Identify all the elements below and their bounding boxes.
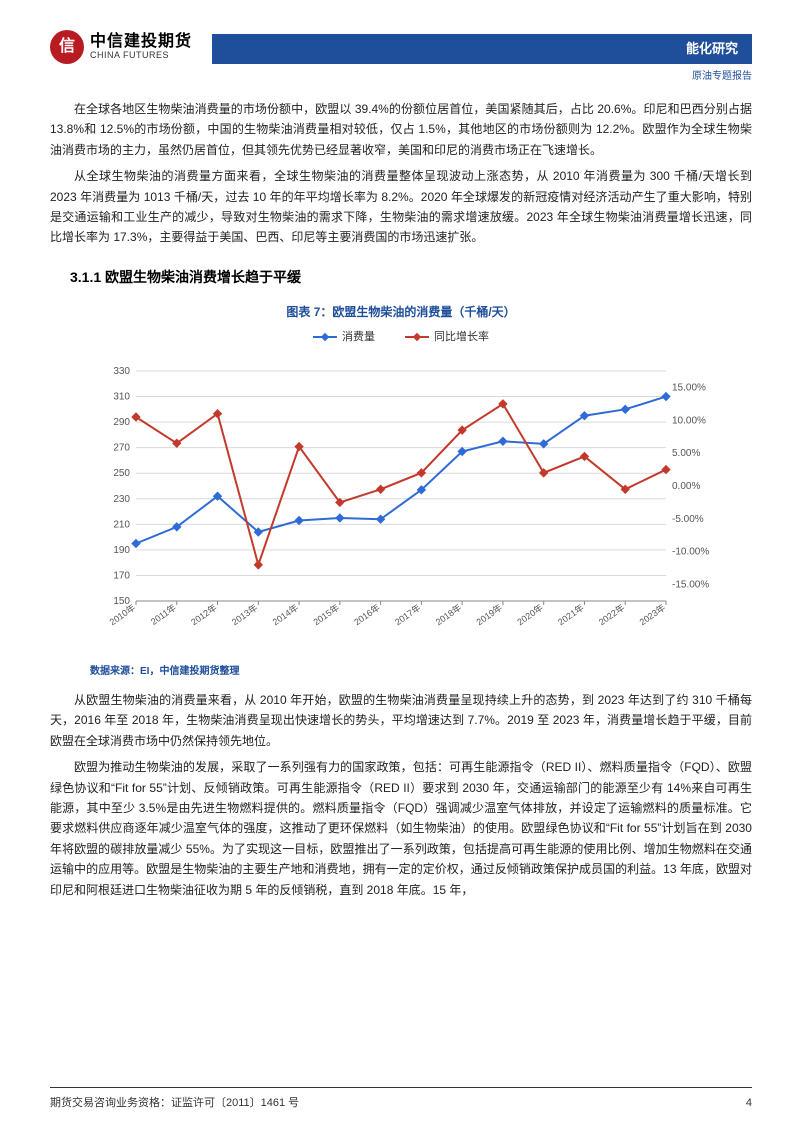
chart-title: 图表 7：欧盟生物柴油的消费量（千桶/天） [50,302,752,322]
svg-text:2017年: 2017年 [392,601,422,627]
svg-text:210: 210 [113,519,130,530]
svg-text:2022年: 2022年 [596,601,626,627]
chart-container: 消费量 同比增长率 150170190210230250270290310330… [81,328,721,657]
svg-text:2013年: 2013年 [229,601,259,627]
svg-text:270: 270 [113,442,130,453]
logo-en: CHINA FUTURES [90,51,192,61]
svg-text:190: 190 [113,544,130,555]
chart-source: 数据来源：EI，中信建投期货整理 [90,663,752,680]
svg-text:2020年: 2020年 [515,601,545,627]
svg-text:2023年: 2023年 [637,601,667,627]
svg-text:2019年: 2019年 [474,601,504,627]
svg-text:310: 310 [113,391,130,402]
legend-label: 同比增长率 [434,328,489,347]
paragraph-3: 从欧盟生物柴油的消费量来看，从 2010 年开始，欧盟的生物柴油消费量呈现持续上… [50,690,752,751]
svg-text:2014年: 2014年 [270,601,300,627]
svg-text:2015年: 2015年 [311,601,341,627]
svg-text:250: 250 [113,468,130,479]
svg-text:170: 170 [113,570,130,581]
legend-item-growth: 同比增长率 [405,328,489,347]
chart-legend: 消费量 同比增长率 [81,328,721,347]
page-header: 信 中信建投期货 CHINA FUTURES 能化研究 [50,30,752,64]
legend-item-consumption: 消费量 [313,328,375,347]
page-footer: 期货交易咨询业务资格：证监许可〔2011〕1461 号 4 [50,1087,752,1113]
svg-text:330: 330 [113,366,130,377]
svg-text:-5.00%: -5.00% [672,513,704,524]
svg-text:15.00%: 15.00% [672,382,706,393]
section-heading: 3.1.1 欧盟生物柴油消费增长趋于平缓 [70,266,752,290]
chart-svg: 150170190210230250270290310330-15.00%-10… [81,351,721,651]
svg-text:5.00%: 5.00% [672,448,700,459]
paragraph-1: 在全球各地区生物柴油消费量的市场份额中，欧盟以 39.4%的份额位居首位，美国紧… [50,99,752,160]
svg-text:2016年: 2016年 [352,601,382,627]
legend-label: 消费量 [342,328,375,347]
svg-text:-10.00%: -10.00% [672,546,709,557]
svg-text:230: 230 [113,493,130,504]
svg-text:2012年: 2012年 [189,601,219,627]
logo-block: 信 中信建投期货 CHINA FUTURES [50,30,192,64]
svg-text:0.00%: 0.00% [672,481,700,492]
svg-text:-15.00%: -15.00% [672,579,709,590]
header-subtitle: 原油专题报告 [50,68,752,85]
logo-icon: 信 [50,30,84,64]
footer-left: 期货交易咨询业务资格：证监许可〔2011〕1461 号 [50,1094,299,1113]
svg-text:2011年: 2011年 [148,601,178,626]
svg-text:290: 290 [113,417,130,428]
paragraph-4: 欧盟为推动生物柴油的发展，采取了一系列强有力的国家政策，包括：可再生能源指令（R… [50,757,752,900]
svg-text:2018年: 2018年 [433,601,463,627]
svg-text:10.00%: 10.00% [672,415,706,426]
logo-cn: 中信建投期货 [90,33,192,51]
svg-text:2021年: 2021年 [556,601,586,627]
paragraph-2: 从全球生物柴油的消费量方面来看，全球生物柴油的消费量整体呈现波动上涨态势，从 2… [50,166,752,248]
header-category-bar: 能化研究 [212,34,752,64]
footer-page-number: 4 [746,1094,752,1113]
